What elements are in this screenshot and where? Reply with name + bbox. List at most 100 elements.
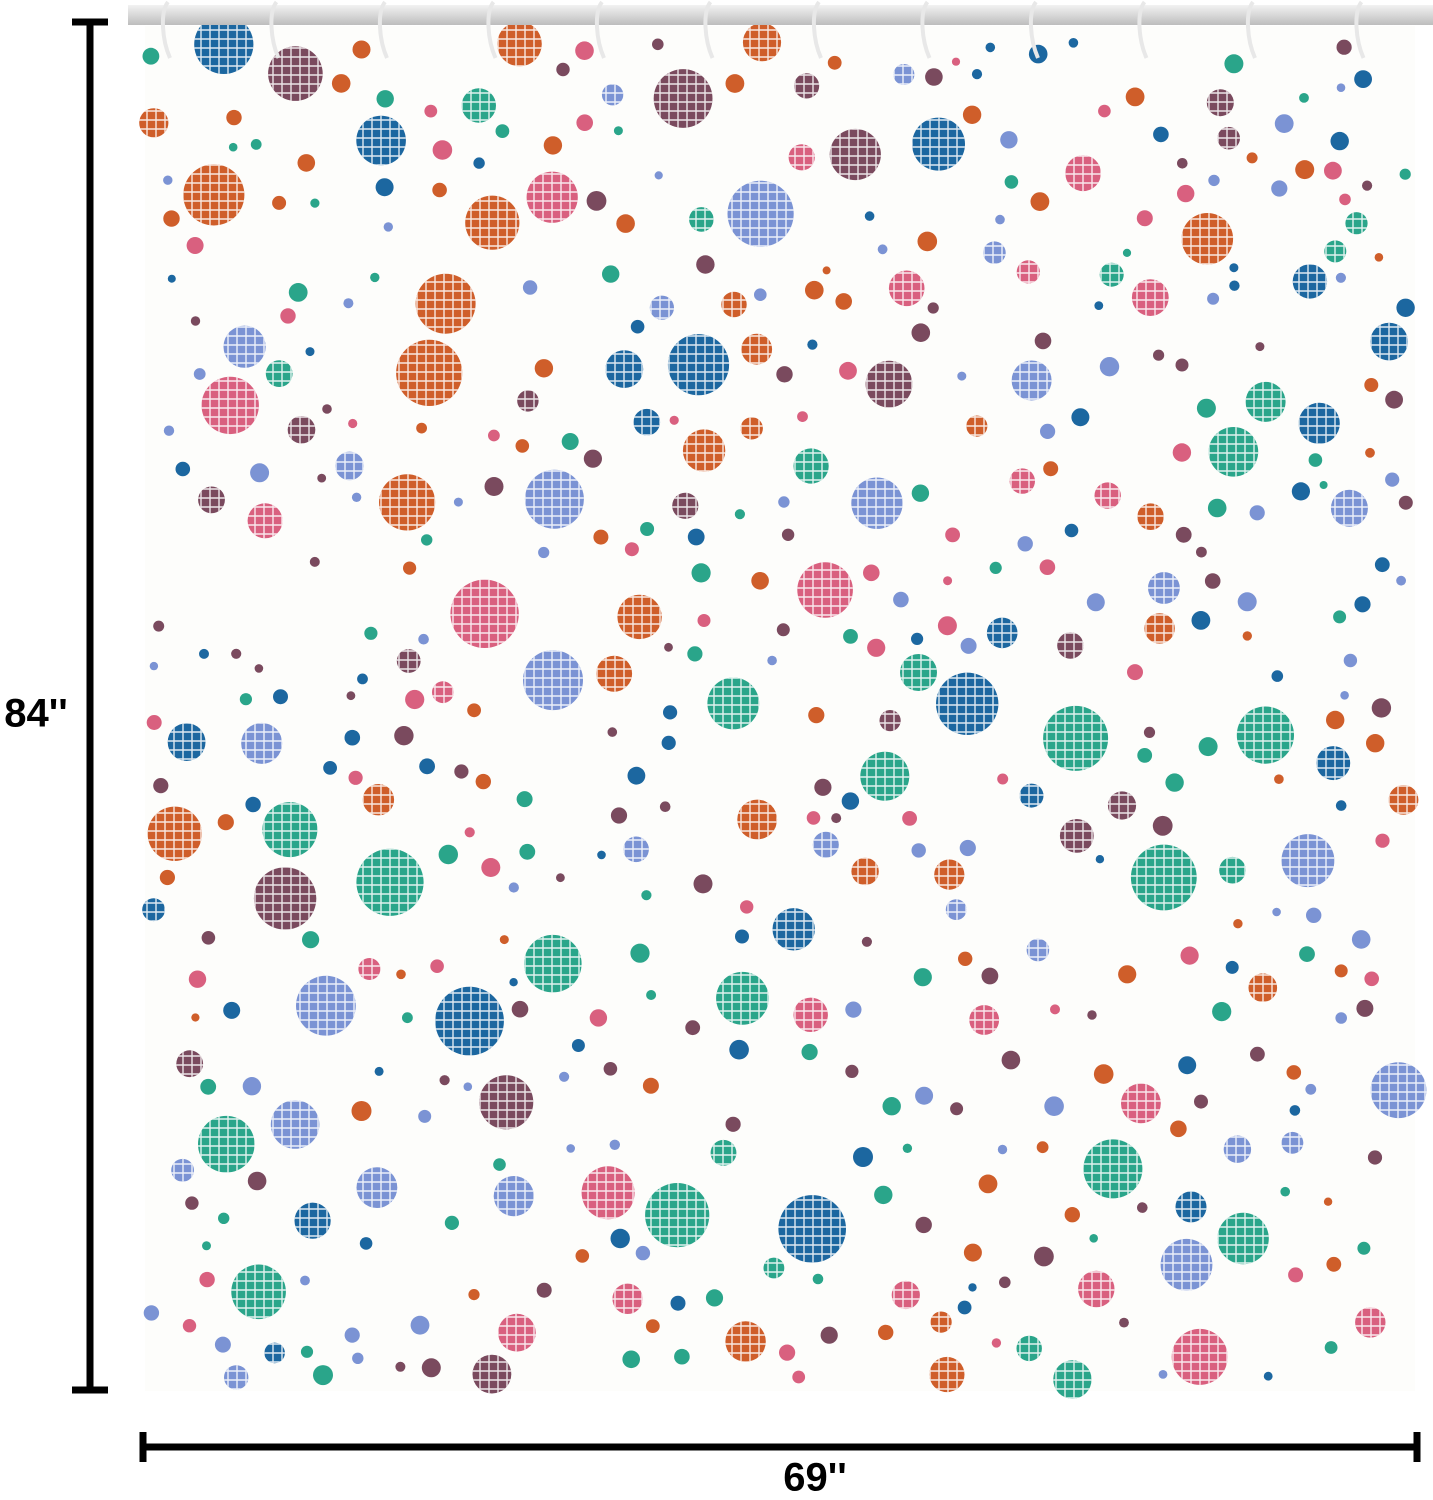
- dot-texture: [741, 333, 773, 365]
- dot-texture: [223, 325, 266, 368]
- dot: [613, 126, 623, 136]
- dot: [1050, 1004, 1060, 1015]
- dot-texture: [1078, 1270, 1115, 1308]
- dot: [488, 429, 500, 442]
- dot: [1177, 184, 1195, 203]
- dot: [607, 727, 618, 737]
- dot: [419, 758, 435, 775]
- dot: [927, 302, 939, 314]
- dot-texture: [379, 474, 436, 531]
- dot: [571, 1039, 585, 1052]
- dot: [1324, 1341, 1338, 1354]
- dot-texture: [1057, 632, 1084, 659]
- dot-texture: [1083, 1139, 1143, 1199]
- dot-texture: [1370, 1062, 1427, 1119]
- dot-texture: [523, 650, 583, 711]
- dot: [1068, 38, 1079, 48]
- dot: [322, 404, 332, 414]
- dot: [1165, 773, 1184, 792]
- dot: [1385, 390, 1403, 409]
- dot-texture: [936, 672, 999, 735]
- dot: [421, 534, 433, 546]
- dot: [696, 255, 715, 274]
- dot: [1288, 1267, 1304, 1283]
- dot: [911, 632, 924, 646]
- dot: [1323, 1197, 1333, 1206]
- dot: [586, 191, 607, 211]
- dot: [767, 655, 777, 666]
- dot-texture: [986, 617, 1018, 649]
- dot: [1175, 526, 1192, 543]
- dot-texture: [1281, 834, 1335, 888]
- dot-texture: [356, 115, 406, 166]
- dot: [1212, 1002, 1232, 1022]
- dot: [199, 1271, 215, 1288]
- dot: [1250, 1046, 1265, 1062]
- dot: [396, 969, 406, 980]
- dot-texture: [524, 934, 582, 993]
- dot: [915, 1086, 934, 1105]
- dot-texture: [596, 655, 633, 692]
- dot: [1340, 691, 1349, 700]
- dot: [1064, 1207, 1081, 1223]
- dot-texture: [778, 1195, 846, 1263]
- dot: [646, 990, 657, 1000]
- dot-texture: [1019, 783, 1044, 808]
- dot-texture: [1148, 572, 1180, 604]
- dot-texture: [1219, 856, 1246, 884]
- dot: [190, 316, 201, 326]
- dot: [642, 1077, 659, 1094]
- dot-texture: [356, 1167, 398, 1208]
- dot-texture: [912, 117, 965, 171]
- dot: [432, 182, 447, 198]
- dot: [556, 873, 565, 883]
- dot: [1207, 292, 1220, 305]
- dot: [163, 425, 175, 436]
- dot-texture: [1355, 1307, 1386, 1338]
- dot: [645, 1319, 660, 1333]
- dot: [610, 807, 628, 824]
- dot: [302, 931, 320, 949]
- dot: [729, 1039, 749, 1060]
- dot: [1319, 481, 1328, 489]
- dot: [346, 691, 356, 701]
- dot: [463, 1082, 473, 1091]
- dot: [467, 703, 481, 718]
- dot: [963, 1243, 982, 1262]
- dot-texture: [461, 88, 496, 123]
- dot: [1306, 907, 1322, 923]
- dot: [1366, 734, 1385, 753]
- dot: [962, 105, 982, 125]
- dot: [661, 735, 676, 751]
- dot: [1175, 358, 1189, 372]
- dot: [1371, 698, 1392, 718]
- dot-texture: [793, 997, 828, 1032]
- dot-texture: [763, 1257, 785, 1279]
- dot: [1362, 180, 1373, 191]
- dot-texture: [270, 1100, 320, 1149]
- dot: [1229, 263, 1239, 273]
- dot-texture: [605, 350, 644, 388]
- dot: [1098, 104, 1111, 118]
- dot: [536, 1282, 552, 1298]
- dot: [575, 1249, 590, 1263]
- dot: [957, 371, 967, 381]
- dot: [1093, 1064, 1114, 1084]
- dot: [805, 280, 824, 300]
- dot: [609, 1139, 620, 1151]
- dot-texture: [969, 1005, 1000, 1035]
- dot-pattern: [139, 14, 1427, 1399]
- dot: [589, 1009, 608, 1027]
- dot: [697, 614, 711, 627]
- dot: [659, 801, 671, 812]
- dot: [806, 811, 821, 825]
- dot-texture: [1011, 360, 1052, 401]
- dot: [1153, 349, 1165, 361]
- dot-texture: [930, 1311, 952, 1333]
- dot: [538, 546, 550, 559]
- dot: [801, 1043, 818, 1061]
- dot: [1274, 114, 1294, 133]
- dot-texture: [1324, 240, 1347, 263]
- dot: [835, 293, 852, 310]
- dot: [853, 1147, 873, 1167]
